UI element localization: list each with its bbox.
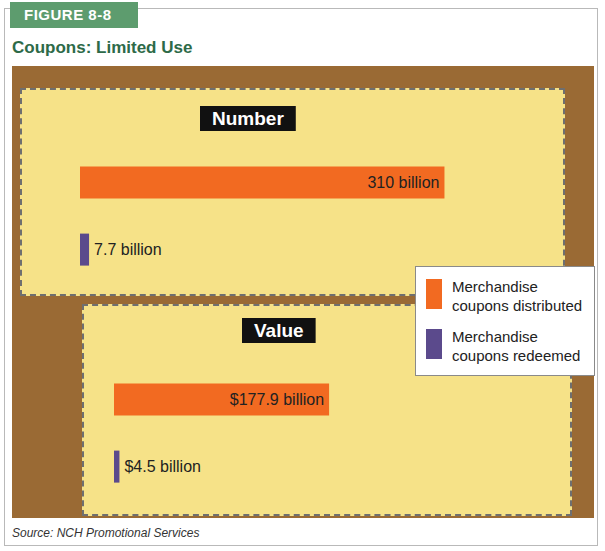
html-text:Merchandise coupons distribute: Merchandise coupons distributed [452, 278, 583, 314]
html-text:FIGURE 8-8: FIGURE 8-8 [24, 6, 112, 23]
svg-text:Number: Number [212, 108, 284, 129]
svg-text:$177.9 billion: $177.9 billion [230, 391, 324, 408]
html-text:Source: NCH Promotional Servic: Source: NCH Promotional Services [12, 526, 200, 540]
svg-text:$4.5 billion: $4.5 billion [124, 458, 201, 475]
svg-text:310 billion: 310 billion [367, 174, 439, 191]
html-text:Merchandise coupons redeemed: Merchandise coupons redeemed [452, 328, 581, 364]
html-text:Coupons: Limited Use: Coupons: Limited Use [12, 38, 193, 57]
svg-text:7.7 billion: 7.7 billion [94, 241, 162, 258]
svg-text:Value: Value [254, 320, 304, 341]
